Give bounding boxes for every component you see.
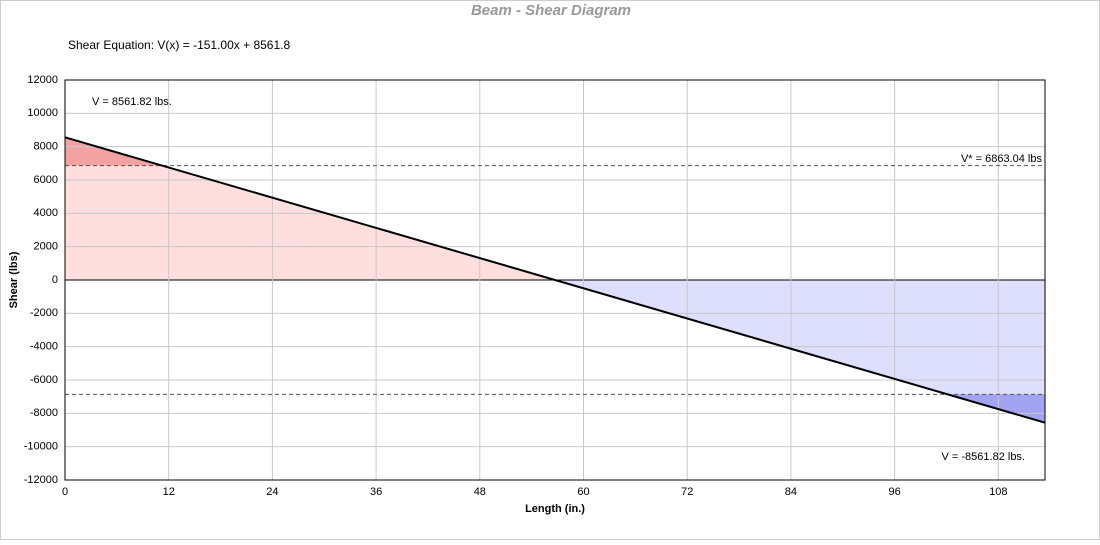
y-tick-label: -2000 bbox=[30, 307, 58, 319]
y-tick-label: -12000 bbox=[24, 474, 58, 486]
x-tick-label: 72 bbox=[681, 486, 693, 498]
shear-line bbox=[64, 136, 1046, 424]
annotation: V = -8561.82 lbs. bbox=[942, 451, 1025, 463]
x-tick-label: 96 bbox=[889, 486, 901, 498]
y-tick-label: -8000 bbox=[30, 407, 58, 419]
x-tick-label: 36 bbox=[370, 486, 382, 498]
x-tick-label: 60 bbox=[577, 486, 589, 498]
y-tick-label: 4000 bbox=[34, 207, 58, 219]
equation: Shear Equation: V(x) = -151.00x + 8561.8 bbox=[68, 38, 290, 52]
y-tick-label: 0 bbox=[52, 274, 58, 286]
y-tick-label: 6000 bbox=[34, 174, 58, 186]
y-tick-label: 2000 bbox=[34, 241, 58, 253]
plot-frame bbox=[64, 79, 1046, 481]
chart-title: Beam - Shear Diagram bbox=[471, 2, 631, 19]
x-axis-label: Length (in.) bbox=[525, 503, 585, 515]
x-tick-label: 24 bbox=[266, 486, 278, 498]
annotation: V* = 6863.04 lbs bbox=[961, 153, 1043, 165]
x-tick-label: 84 bbox=[785, 486, 797, 498]
x-tick-label: 108 bbox=[989, 486, 1007, 498]
y-tick-label: 10000 bbox=[27, 107, 58, 119]
y-tick-label: -10000 bbox=[24, 441, 58, 453]
y-tick-label: -4000 bbox=[30, 341, 58, 353]
x-tick-label: 12 bbox=[163, 486, 175, 498]
x-tick-label: 0 bbox=[62, 486, 68, 498]
y-tick-label: 12000 bbox=[27, 74, 58, 86]
annotation: V = 8561.82 lbs. bbox=[92, 96, 172, 108]
y-axis-label: Shear (lbs) bbox=[8, 251, 20, 308]
x-tick-label: 48 bbox=[474, 486, 486, 498]
y-tick-label: -6000 bbox=[30, 374, 58, 386]
y-tick-label: 8000 bbox=[34, 141, 58, 153]
